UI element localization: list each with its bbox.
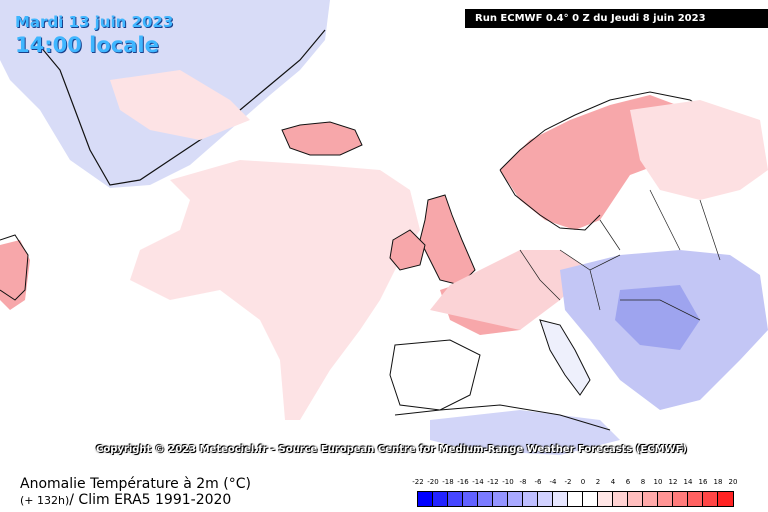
legend-swatch [703, 492, 718, 506]
legend-tick-label: -18 [442, 478, 454, 486]
iberia [389, 339, 481, 411]
legend-swatch [433, 492, 448, 506]
legend-swatch [643, 492, 658, 506]
legend-swatch [628, 492, 643, 506]
legend-swatch [523, 492, 538, 506]
legend-tick-label: 12 [668, 478, 678, 486]
legend-swatch [493, 492, 508, 506]
map-subtitle: (+ 132h)/ Clim ERA5 1991-2020 [20, 492, 231, 508]
country-borders [519, 189, 721, 321]
legend-tick-label: -20 [427, 478, 439, 486]
anomaly-map: Mardi 13 juin 2023 14:00 locale Run ECMW… [0, 0, 768, 455]
great-britain [419, 194, 476, 286]
lead-time: (+ 132h) [20, 494, 70, 507]
labrador-coast [0, 234, 29, 301]
legend-swatch [658, 492, 673, 506]
legend-bar [417, 491, 734, 507]
map-title: Anomalie Température à 2m (°C) [20, 476, 251, 492]
copyright-notice: Copyright © 2023 Meteociel.fr - Source E… [96, 444, 687, 455]
legend-tick-label: 16 [698, 478, 708, 486]
forecast-date: Mardi 13 juin 2023 [15, 13, 174, 31]
legend-tick-label: -12 [487, 478, 499, 486]
legend-swatch [508, 492, 523, 506]
north-atlantic-warm [110, 70, 250, 140]
scandinavia-coast [499, 91, 721, 231]
legend-tick-label: -4 [549, 478, 557, 486]
footer: Anomalie Température à 2m (°C) (+ 132h)/… [0, 470, 768, 512]
legend-tick-label: 20 [728, 478, 738, 486]
western-europe-light [430, 250, 590, 330]
legend-tick-label: 2 [595, 478, 601, 486]
legend-swatch [583, 492, 598, 506]
iceland [281, 121, 363, 156]
forecast-time: 14:00 locale [15, 33, 159, 57]
legend-swatch [598, 492, 613, 506]
balkans-cold-core [615, 285, 700, 350]
climatology-reference: / Clim ERA5 1991-2020 [69, 492, 232, 508]
legend-swatch [478, 492, 493, 506]
legend-swatch [673, 492, 688, 506]
legend-tick-label: 6 [625, 478, 631, 486]
finland-light-anomaly [630, 100, 768, 200]
greenland-coast [34, 29, 326, 186]
legend-tick-label: 8 [640, 478, 646, 486]
legend-tick-label: -6 [534, 478, 542, 486]
legend-swatch [688, 492, 703, 506]
legend-swatch [568, 492, 583, 506]
atlantic-warm-anomaly [130, 160, 420, 420]
color-legend: -22 -20 -18 -16 -14 -12 -10 -8 -6 -4 -2 0 2 4 6 8 10 12 14… [412, 478, 747, 507]
legend-tick-label: -8 [519, 478, 527, 486]
legend-tick-label: 18 [713, 478, 723, 486]
legend-tick-label: -10 [502, 478, 514, 486]
legend-tick-label: -2 [564, 478, 572, 486]
italy [539, 319, 591, 396]
map-drawing [0, 0, 768, 455]
legend-swatch [463, 492, 478, 506]
legend-tick-label: -16 [457, 478, 469, 486]
ireland [389, 229, 426, 271]
legend-swatch [538, 492, 553, 506]
legend-tick-label: 0 [580, 478, 586, 486]
legend-swatch [613, 492, 628, 506]
legend-swatch [553, 492, 568, 506]
legend-tick-label: 10 [653, 478, 663, 486]
legend-tick-label: -14 [472, 478, 484, 486]
legend-tick-label: 4 [610, 478, 616, 486]
legend-swatch [448, 492, 463, 506]
legend-tick-label: -22 [412, 478, 424, 486]
legend-swatch [418, 492, 433, 506]
legend-swatch [718, 492, 733, 506]
legend-labels: -22 -20 -18 -16 -14 -12 -10 -8 -6 -4 -2 0 2 4 6 8 10 12 14… [412, 478, 747, 488]
legend-tick-label: 14 [683, 478, 693, 486]
run-info: Run ECMWF 0.4° 0 Z du Jeudi 8 juin 2023 [465, 9, 768, 28]
north-africa-coast [394, 404, 611, 431]
north-africa-cold [430, 410, 620, 455]
